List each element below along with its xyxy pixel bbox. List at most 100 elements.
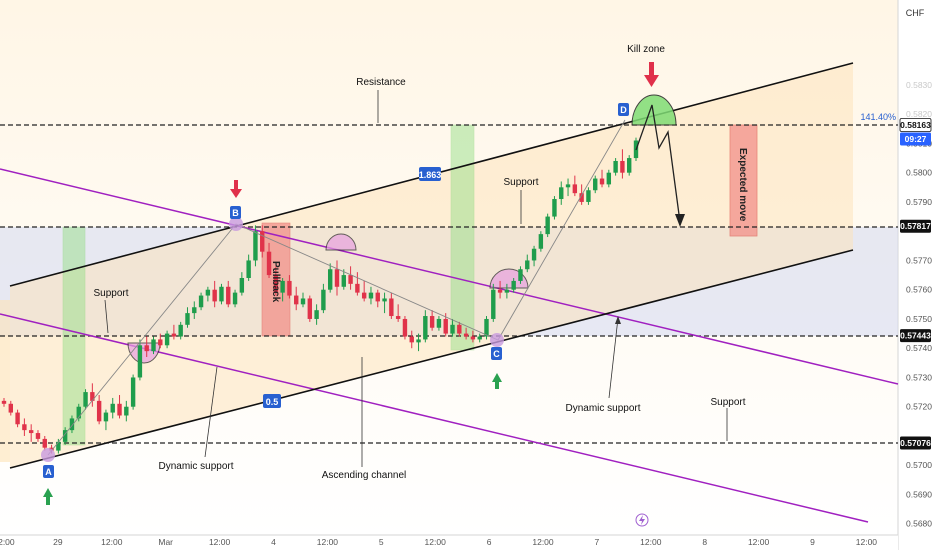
up-arrow-c [492,373,502,389]
candle-body [253,231,258,261]
candle-body [341,275,346,287]
candle-body [552,199,557,217]
candle [463,327,469,340]
support-left-pointer [104,299,109,334]
candle-body [334,269,340,287]
candle-body [35,433,41,439]
time-tick-label: 12:00 [317,537,339,547]
candle [90,383,95,407]
candle-body [300,298,306,305]
candle [15,409,20,428]
candle [117,395,122,419]
point-b-marker [229,217,243,231]
candle [334,260,340,296]
candle-body [137,345,143,378]
annotation-ascending-channel: Ascending channel [322,470,407,481]
annotation-resistance: Resistance [356,77,406,88]
candle-body [90,392,95,401]
candle [22,418,27,436]
candle-body [477,336,482,340]
candle-body [450,324,455,334]
candle [226,280,231,308]
dynamic-support-upper [0,168,899,385]
green-box-right [450,124,475,351]
annotation-support-left: Support [93,288,128,299]
candle-body [192,307,197,314]
candle [273,266,279,296]
candle-body [545,216,550,235]
lightning-icon[interactable] [635,513,649,527]
dynamic-support-right-arrowhead [615,316,621,324]
annotation-expected-move: Expected move [737,148,748,222]
candle [423,310,428,343]
candle [477,333,482,343]
candle [416,333,421,352]
candle-body [497,289,503,293]
point-a-label: A [45,467,52,477]
candle-body [593,178,598,191]
candle-body [212,289,217,302]
candle [246,254,251,281]
candle [266,242,272,279]
time-tick-label: 4 [271,537,276,547]
candle [69,415,75,434]
candle-body [484,318,489,337]
candle-body [144,345,149,352]
candle-body [171,333,177,337]
candle [511,278,516,293]
candle-body [409,336,414,343]
candle [232,289,238,308]
candle-body [355,283,360,293]
candle-body [395,316,401,319]
candle-body [185,313,190,325]
candle [124,400,129,422]
candle [450,318,455,337]
candle-body [559,187,564,200]
candle [327,263,333,293]
price-badge [899,118,932,132]
point-b-label: B [232,208,239,218]
candle [552,196,557,220]
candle [531,245,537,267]
time-tick-label: 12:00 [640,537,662,547]
candle-body [504,289,510,293]
price-badge-label: 0.58163 [900,120,931,130]
candle [572,175,578,197]
candle-body [151,339,156,352]
candle-body [620,160,625,173]
candle [620,149,625,179]
ratio-badge-upper [419,167,441,181]
time-tick-label: 8 [702,537,707,547]
candle [599,169,605,188]
candle [96,395,102,425]
candle-body [565,184,571,188]
candle [219,283,224,305]
point-c-label: C [493,349,500,359]
candle [300,292,306,308]
candle [103,409,109,431]
point-d-badge [618,103,629,116]
down-arrow-kill-zone [644,62,659,87]
time-scale-background [0,535,898,550]
candle-body [15,412,20,425]
candle-body [232,292,238,305]
candle-body [62,430,68,442]
candle-body [110,403,115,413]
candle-body [579,193,584,202]
candle-body [457,324,462,334]
projected-path [635,104,681,223]
candle [171,324,177,340]
candle-body [8,403,13,413]
candle [164,330,170,349]
candle-body [586,190,591,202]
price-badge [900,219,931,233]
candle [341,269,346,290]
point-a-badge [43,465,54,478]
time-tick-label: 6 [487,537,492,547]
candle [56,438,61,454]
ratio-badge-lower [263,394,281,408]
price-scale-background [898,0,932,550]
